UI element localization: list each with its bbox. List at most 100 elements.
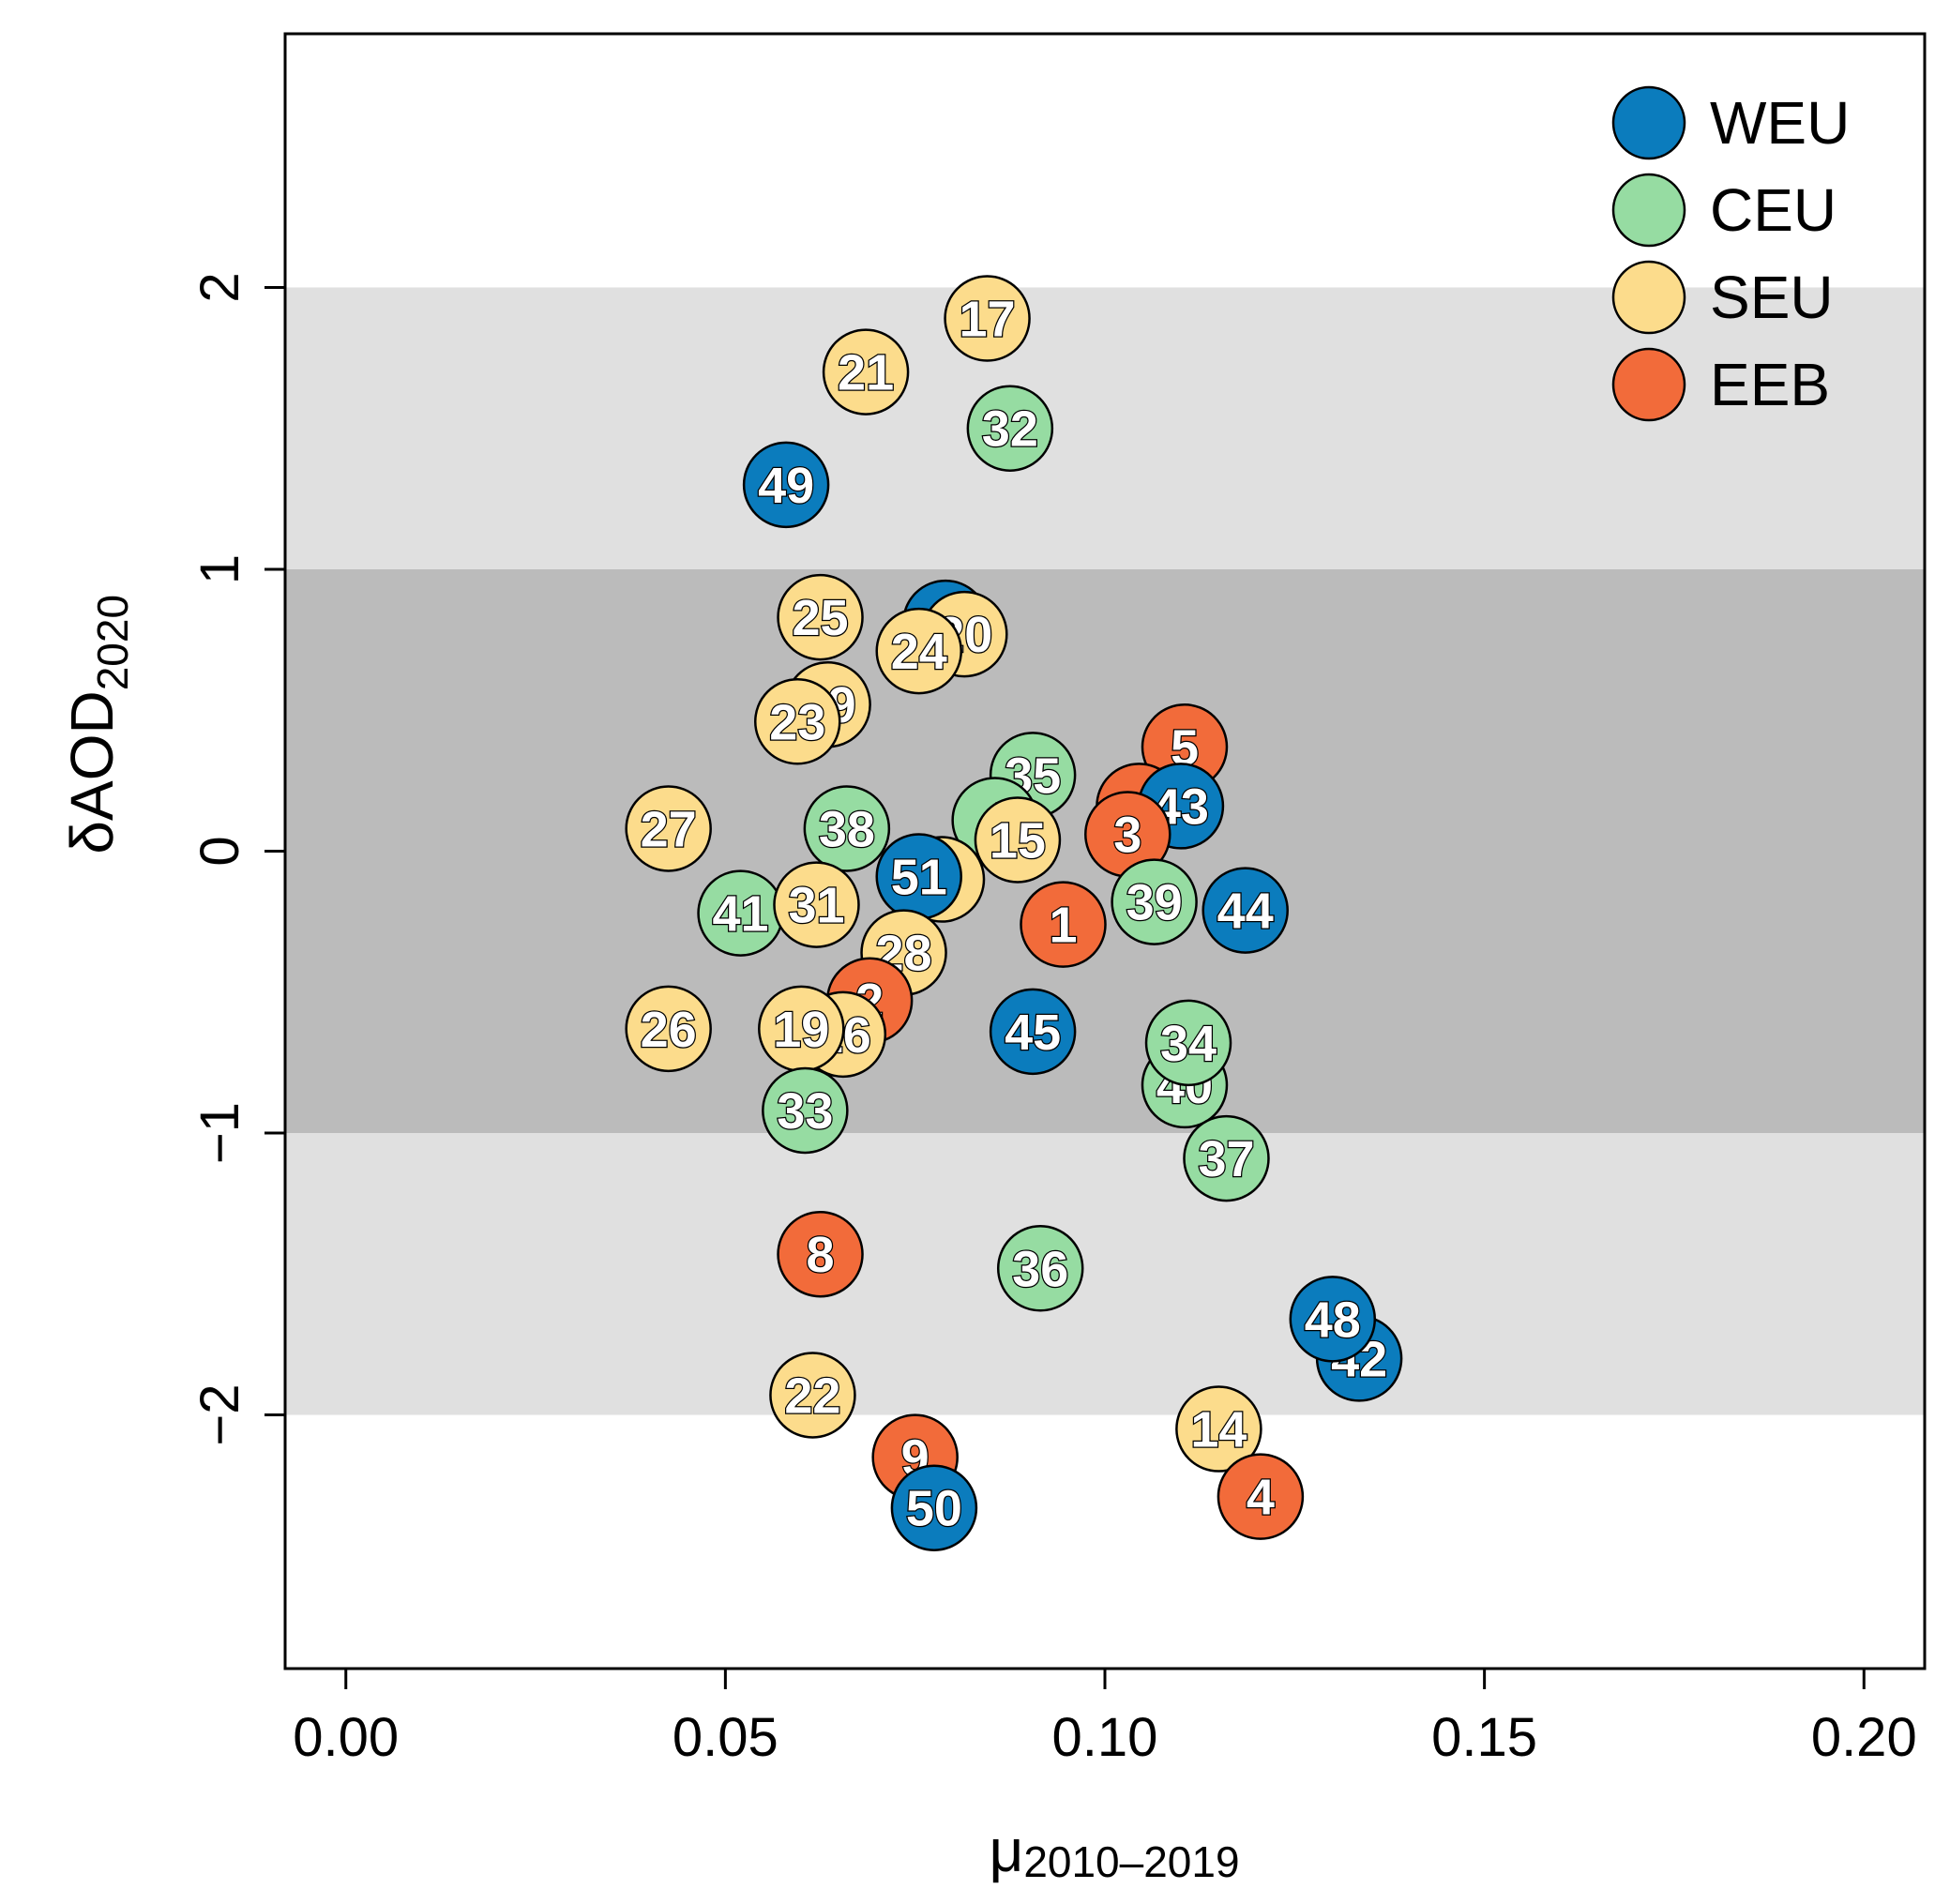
- data-point: 8: [777, 1210, 864, 1298]
- data-point: 21: [822, 328, 910, 416]
- y-tick-label: 0: [189, 836, 250, 866]
- x-tick-label: 0.20: [1811, 1707, 1917, 1768]
- point-label: 32: [982, 401, 1038, 458]
- data-point: 41: [697, 869, 784, 957]
- data-point: 31: [773, 861, 860, 948]
- data-point: 26: [625, 985, 712, 1073]
- legend-marker-eeb: [1611, 347, 1686, 422]
- data-point: 15: [974, 796, 1062, 884]
- point-label: 35: [1005, 748, 1061, 804]
- point-label: 26: [641, 1002, 697, 1058]
- point-label: 4: [1247, 1470, 1275, 1526]
- legend-marker-ceu: [1611, 173, 1686, 248]
- point-label: 37: [1198, 1131, 1254, 1187]
- point-label: 51: [891, 850, 947, 906]
- legend-label-ceu: CEU: [1710, 176, 1837, 244]
- y-tick-label: −1: [189, 1102, 250, 1164]
- point-label: 39: [1126, 875, 1183, 931]
- x-tick-label: 0.00: [293, 1707, 399, 1768]
- y-tick-label: 1: [189, 554, 250, 584]
- point-label: 14: [1190, 1402, 1247, 1458]
- point-marker: [875, 607, 962, 695]
- x-axis-title: μ2010–2019: [989, 1817, 1239, 1886]
- data-point: 23: [754, 678, 841, 765]
- y-tick-label: −2: [189, 1383, 250, 1445]
- point-label: 34: [1160, 1016, 1217, 1072]
- point-label: 36: [1012, 1241, 1068, 1297]
- data-point: 38: [803, 785, 891, 872]
- point-marker: [1289, 1276, 1377, 1363]
- legend-label-seu: SEU: [1710, 264, 1834, 331]
- point-label: 8: [807, 1227, 835, 1283]
- data-point: 37: [1183, 1114, 1270, 1202]
- point-label: 38: [819, 801, 875, 857]
- data-point: 19: [758, 985, 845, 1073]
- point-label: 50: [906, 1481, 962, 1537]
- data-point: 4: [1217, 1453, 1305, 1540]
- data-point: 49: [742, 441, 830, 529]
- point-marker: [773, 861, 860, 948]
- point-label: 21: [838, 345, 894, 401]
- data-point: 44: [1202, 867, 1289, 954]
- point-label: 27: [641, 801, 697, 857]
- point-marker: [1175, 1385, 1262, 1473]
- point-marker: [625, 985, 712, 1073]
- point-label: 17: [960, 292, 1016, 348]
- point-marker: [1111, 858, 1198, 945]
- data-point: 32: [966, 385, 1054, 472]
- point-marker: [742, 441, 830, 529]
- data-point: 45: [989, 988, 1077, 1076]
- point-marker: [996, 1225, 1084, 1312]
- point-marker: [966, 385, 1054, 472]
- point-label: 23: [769, 694, 825, 750]
- data-point: 27: [625, 785, 712, 872]
- point-marker: [822, 328, 910, 416]
- point-marker: [1144, 999, 1232, 1087]
- y-axis: −2 −1 0 1 2: [189, 272, 285, 1446]
- data-point: 25: [777, 573, 864, 661]
- y-axis-title: δAOD2020: [58, 595, 137, 854]
- point-marker: [989, 988, 1077, 1076]
- point-marker: [777, 1210, 864, 1298]
- point-label: 44: [1217, 884, 1274, 940]
- x-tick-label: 0.15: [1431, 1707, 1537, 1768]
- data-point: 17: [944, 275, 1031, 362]
- point-marker: [944, 275, 1031, 362]
- point-label: 33: [777, 1083, 833, 1140]
- data-point: 22: [769, 1352, 856, 1439]
- point-marker: [1183, 1114, 1270, 1202]
- data-point: 24: [875, 607, 962, 695]
- data-point: 39: [1111, 858, 1198, 945]
- point-marker: [1020, 881, 1107, 968]
- legend-marker-seu: [1611, 260, 1686, 335]
- data-point: 3: [1084, 791, 1172, 878]
- point-label: 1: [1049, 898, 1077, 954]
- legend-marker-weu: [1611, 85, 1686, 160]
- point-marker: [1217, 1453, 1305, 1540]
- data-point: 35: [989, 732, 1077, 819]
- x-tick-label: 0.10: [1052, 1707, 1158, 1768]
- point-label: 24: [891, 624, 947, 680]
- point-label: 25: [792, 590, 848, 646]
- point-marker: [777, 573, 864, 661]
- legend: WEU CEU SEU EEB: [1611, 85, 1850, 422]
- point-marker: [890, 1464, 978, 1551]
- point-label: 3: [1113, 807, 1141, 863]
- point-marker: [769, 1352, 856, 1439]
- data-point: 1: [1020, 881, 1107, 968]
- point-marker: [974, 796, 1062, 884]
- data-point: 50: [890, 1464, 978, 1551]
- data-point: 36: [996, 1225, 1084, 1312]
- point-label: 19: [773, 1002, 829, 1058]
- point-marker: [803, 785, 891, 872]
- data-point: 51: [875, 833, 962, 920]
- data-point: 33: [762, 1066, 849, 1155]
- point-label: 15: [990, 812, 1046, 869]
- point-label: 49: [758, 458, 814, 514]
- point-label: 45: [1005, 1005, 1061, 1061]
- x-axis: 0.00 0.05 0.10 0.15 0.20: [293, 1667, 1917, 1768]
- y-tick-label: 2: [189, 272, 250, 302]
- point-label: 22: [784, 1368, 840, 1424]
- data-point: 34: [1144, 999, 1232, 1087]
